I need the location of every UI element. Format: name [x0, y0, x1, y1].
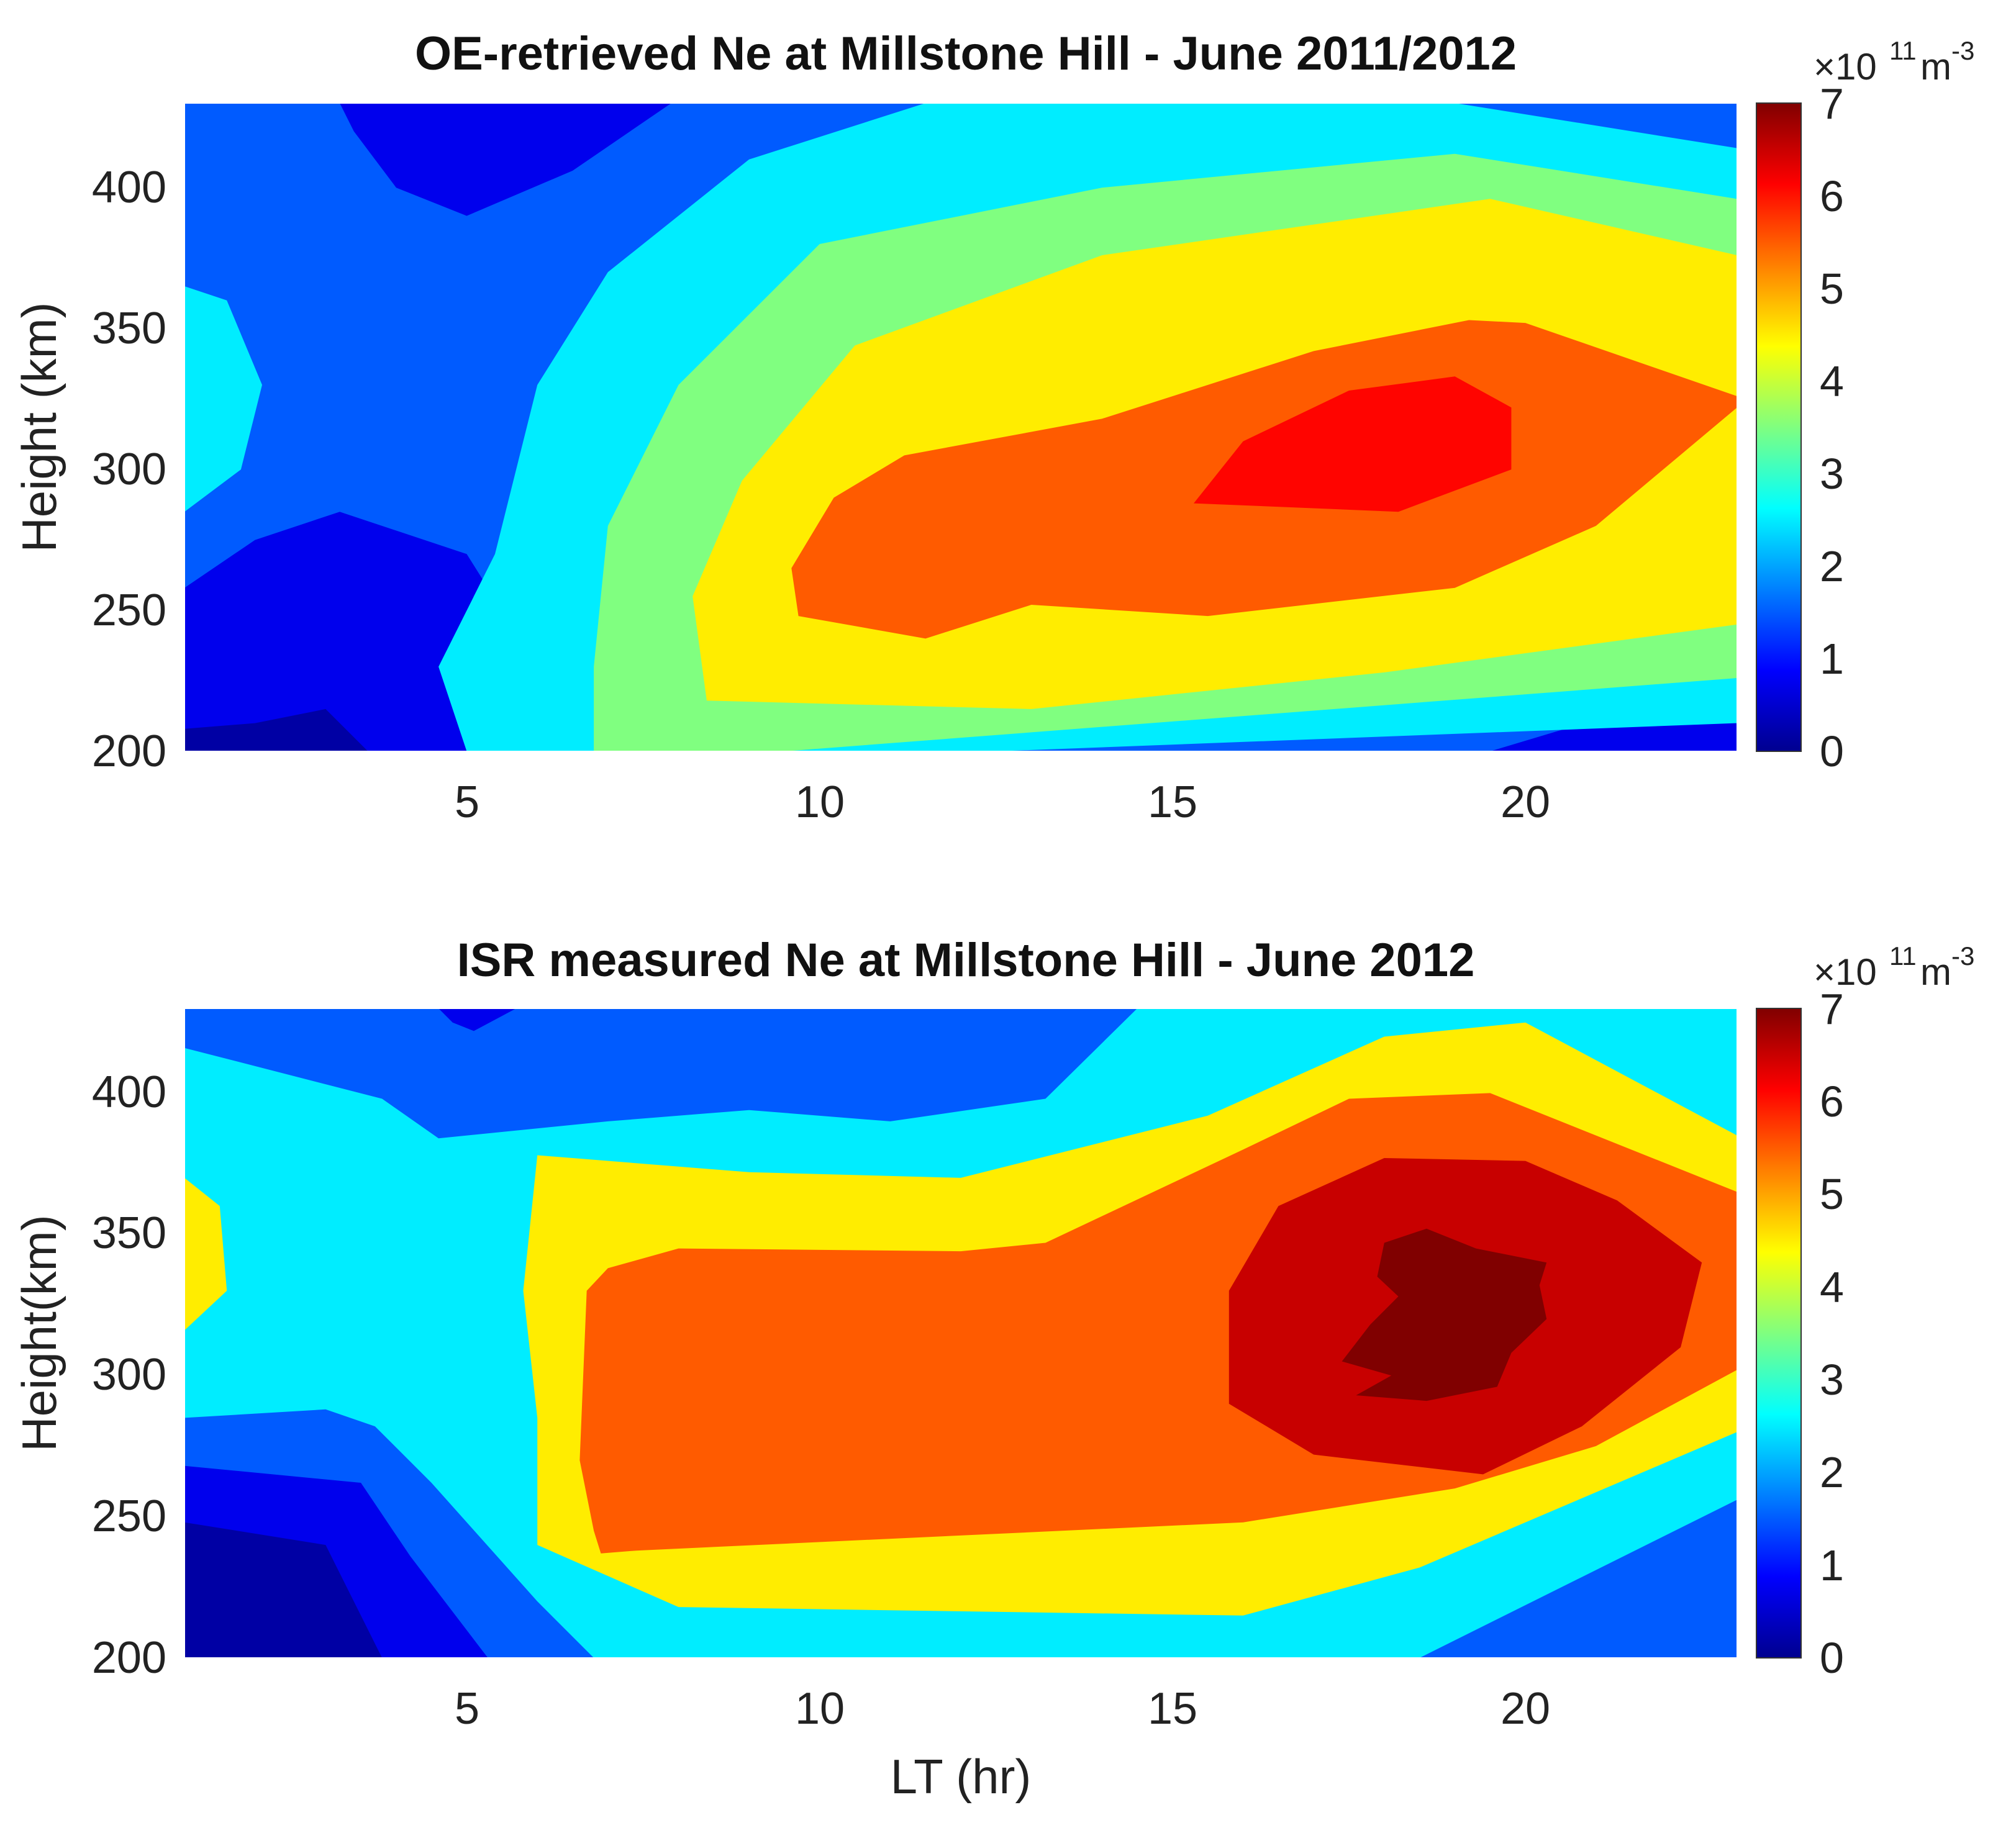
top-x-axis: 5 10 15 20: [455, 777, 1550, 827]
bottom-colorbar-gradient: [1756, 1008, 1802, 1659]
bottom-xtick-20: 20: [1501, 1684, 1550, 1734]
top-cbtick-5: 5: [1820, 265, 1844, 313]
bottom-plot-frame: [184, 1008, 1738, 1659]
bottom-xtick-10: 10: [795, 1684, 845, 1734]
top-cbtick-7: 7: [1820, 79, 1844, 128]
bottom-units-exponent: 11: [1889, 941, 1917, 971]
bottom-units-unit-exponent: -3: [1951, 941, 1974, 971]
top-xtick-5: 5: [455, 777, 479, 827]
bottom-chart-title: ISR measured Ne at Millstone Hill - June…: [457, 934, 1475, 987]
top-colorbar-gradient: [1756, 102, 1802, 752]
top-cbtick-6: 6: [1820, 172, 1844, 220]
bottom-contour-level-4-5-region-5: [184, 1177, 227, 1331]
top-units-unit-exponent: -3: [1951, 36, 1974, 65]
top-contour-level-2-5-region-5: [184, 286, 262, 512]
bottom-xtick-15: 15: [1148, 1684, 1197, 1734]
bottom-cbtick-6: 6: [1820, 1077, 1844, 1126]
top-xtick-20: 20: [1501, 777, 1550, 827]
top-plot-frame: [184, 102, 1738, 752]
bottom-cbtick-7: 7: [1820, 985, 1844, 1033]
top-xtick-10: 10: [795, 777, 845, 827]
top-cbtick-1: 1: [1820, 635, 1844, 683]
bottom-cbtick-0: 0: [1820, 1634, 1844, 1682]
top-chart-title: OE-retrieved Ne at Millstone Hill - June…: [415, 27, 1517, 80]
bottom-ytick-250: 250: [92, 1491, 166, 1541]
top-contour-level-0-25-region-2: [184, 708, 368, 751]
bottom-cbtick-2: 2: [1820, 1448, 1844, 1496]
bottom-y-axis-label: Height(km): [12, 1215, 66, 1451]
top-panel: OE-retrieved Ne at Millstone Hill - June…: [12, 27, 1974, 827]
top-units-unit: m: [1920, 46, 1951, 88]
top-cbtick-2: 2: [1820, 542, 1844, 591]
bottom-ytick-200: 200: [92, 1633, 166, 1683]
bottom-x-axis-label: LT (hr): [891, 1749, 1032, 1804]
bottom-colorbar-units: ×10 11 m -3: [1814, 941, 1974, 993]
bottom-ytick-400: 400: [92, 1067, 166, 1117]
bottom-cbtick-3: 3: [1820, 1356, 1844, 1404]
bottom-contour-level-7-region-9: [1342, 1228, 1547, 1401]
bottom-contour-level-0-25-region-2: [184, 1522, 383, 1658]
bottom-y-axis: 200 250 300 350 400 Height(km): [12, 1067, 166, 1683]
top-cbtick-0: 0: [1820, 727, 1844, 776]
top-y-axis: 200 250 300 350 400 Height (km): [12, 163, 166, 776]
top-cbtick-3: 3: [1820, 450, 1844, 498]
top-units-multiplier: ×10: [1814, 46, 1877, 88]
bottom-contour-level-0-75-region-3: [438, 1008, 517, 1031]
top-ytick-300: 300: [92, 445, 166, 494]
top-contour-level-6-1-region-10: [1194, 376, 1512, 512]
bottom-units-multiplier: ×10: [1814, 951, 1877, 993]
bottom-cbtick-1: 1: [1820, 1541, 1844, 1590]
bottom-contour-regions: [184, 1008, 1737, 1658]
top-y-axis-label: Height (km): [12, 302, 66, 552]
bottom-ytick-350: 350: [92, 1208, 166, 1258]
bottom-xtick-5: 5: [455, 1684, 479, 1734]
top-units-exponent: 11: [1889, 36, 1917, 65]
bottom-x-axis: 5 10 15 20 LT (hr): [455, 1684, 1550, 1804]
top-ytick-250: 250: [92, 586, 166, 635]
top-colorbar-units: ×10 11 m -3: [1814, 36, 1974, 88]
bottom-cbtick-4: 4: [1820, 1263, 1844, 1311]
bottom-units-unit: m: [1920, 951, 1951, 993]
bottom-panel: ISR measured Ne at Millstone Hill - June…: [12, 934, 1974, 1804]
top-contour-level-0-75-region-3: [340, 103, 672, 216]
top-contour-level-0-75-region-4: [1490, 661, 1737, 751]
top-ytick-350: 350: [92, 304, 166, 353]
bottom-colorbar: 0 1 2 3 4 5 6 7 ×10 11 m -3: [1756, 941, 1974, 1682]
top-contour-regions: [184, 103, 1737, 751]
bottom-ytick-300: 300: [92, 1350, 166, 1400]
top-ytick-200: 200: [92, 726, 166, 776]
top-colorbar: 0 1 2 3 4 5 6 7 ×10 11 m -3: [1756, 36, 1974, 776]
top-ytick-400: 400: [92, 163, 166, 212]
top-xtick-15: 15: [1148, 777, 1197, 827]
top-cbtick-4: 4: [1820, 357, 1844, 405]
bottom-cbtick-5: 5: [1820, 1170, 1844, 1218]
